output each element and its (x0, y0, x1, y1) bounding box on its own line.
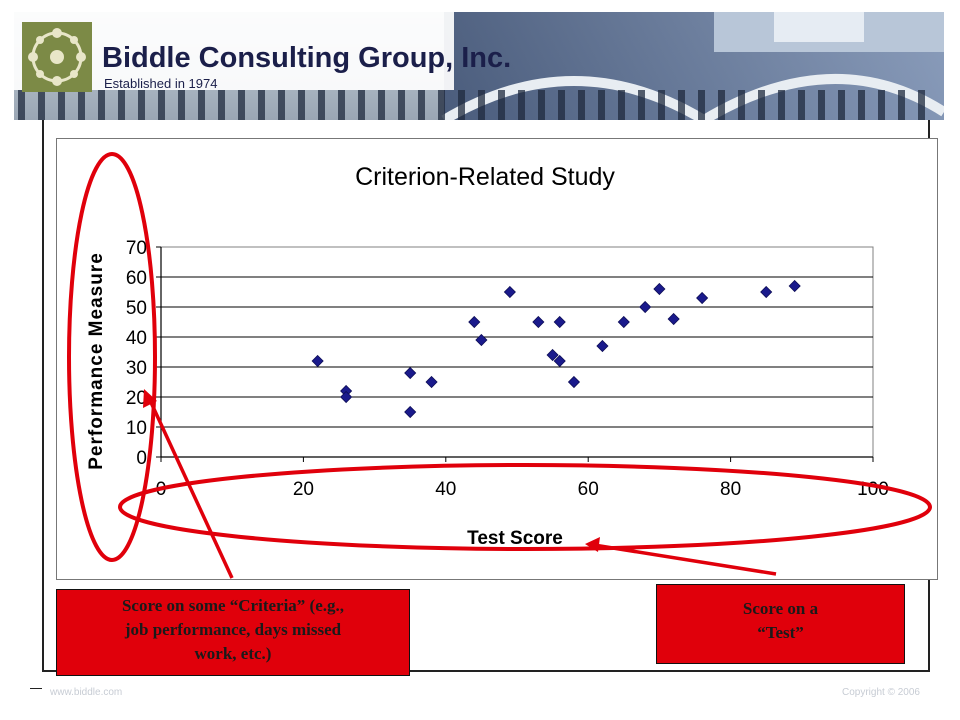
y-tick-label: 30 (126, 358, 147, 379)
data-point (760, 285, 773, 299)
test-callout-line2: “Test” (757, 623, 804, 642)
data-point (653, 282, 666, 296)
data-point (553, 315, 566, 329)
y-tick-label: 20 (126, 388, 147, 409)
data-point (425, 375, 438, 389)
company-tagline: Established in 1974 (104, 76, 218, 91)
header-banner: Biddle Consulting Group, Inc. Establishe… (14, 12, 944, 120)
criteria-callout-line3: work, etc.) (194, 644, 272, 663)
data-point (696, 291, 709, 305)
data-point (404, 405, 417, 419)
x-tick-label: 0 (156, 479, 167, 500)
x-axis-label: Test Score (467, 528, 563, 549)
data-point (667, 312, 680, 326)
chart-panel: Criterion-Related Study 0 10 20 30 40 50 60 70 0… (56, 138, 938, 580)
footer-tick (30, 688, 42, 689)
scatter-chart: Criterion-Related Study 0 10 20 30 40 50 60 70 0… (86, 163, 889, 549)
data-point (503, 285, 516, 299)
criteria-callout-line2: job performance, days missed (124, 620, 342, 639)
data-point (546, 348, 559, 362)
criteria-callout-line1: Score on some “Criteria” (e.g., (121, 596, 345, 615)
y-tick-label: 50 (126, 298, 147, 319)
company-logo-icon (22, 22, 92, 92)
y-tick-label: 0 (136, 448, 147, 469)
data-point (475, 333, 488, 347)
data-point (596, 339, 609, 353)
data-point (468, 315, 481, 329)
test-callout: Score on a “Test” (656, 584, 905, 664)
data-point (567, 375, 581, 389)
footer-copyright: Copyright © 2006 (842, 687, 920, 698)
x-tick-label: 100 (857, 479, 889, 500)
data-point (553, 354, 566, 368)
x-tick-label: 20 (293, 479, 314, 500)
plot-area (160, 246, 874, 458)
x-tick-label: 40 (435, 479, 456, 500)
data-point (788, 279, 801, 293)
data-point (617, 315, 630, 329)
y-tick-label: 60 (126, 268, 147, 289)
y-tick-label: 10 (126, 418, 147, 439)
data-point (340, 390, 353, 404)
data-point (311, 354, 324, 368)
test-callout-line1: Score on a (742, 599, 819, 618)
data-point (404, 366, 417, 380)
chart-title: Criterion-Related Study (355, 163, 615, 191)
y-tick-label: 40 (126, 328, 147, 349)
y-axis-label: Performance Measure (86, 252, 107, 470)
y-tick-label: 70 (126, 238, 147, 259)
company-name: Biddle Consulting Group, Inc. (102, 42, 512, 74)
data-point (639, 300, 652, 314)
x-tick-label: 60 (578, 479, 599, 500)
data-point (532, 315, 545, 329)
criteria-callout: Score on some “Criteria” (e.g., job perf… (56, 589, 410, 676)
x-tick-label: 80 (720, 479, 741, 500)
footer-url: www.biddle.com (50, 687, 123, 698)
